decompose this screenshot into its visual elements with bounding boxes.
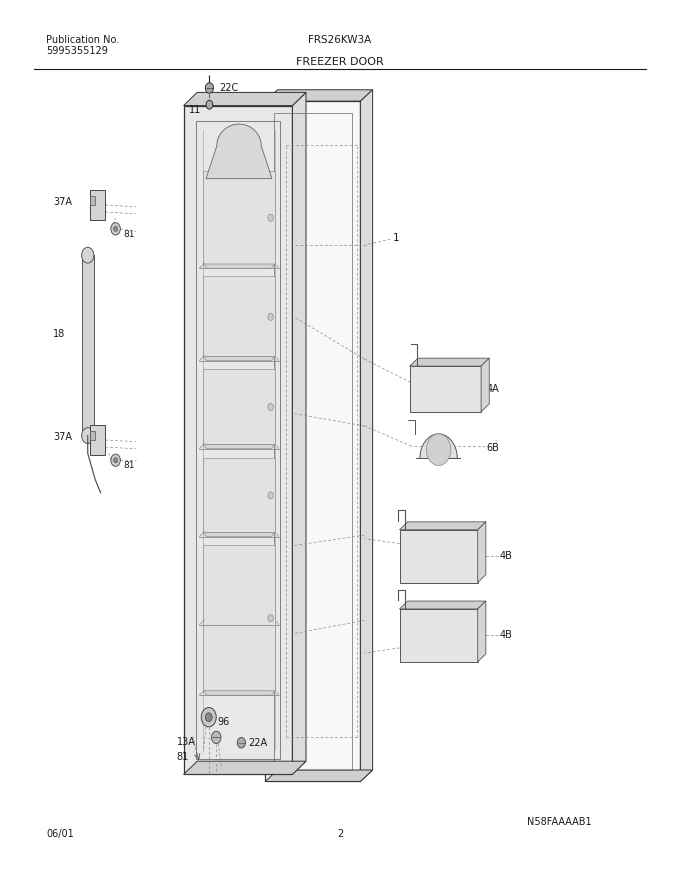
Polygon shape: [203, 264, 275, 268]
Text: 81: 81: [177, 752, 189, 762]
Polygon shape: [203, 444, 275, 449]
Text: 11: 11: [189, 105, 201, 115]
Polygon shape: [360, 90, 373, 781]
Text: 37A: 37A: [53, 432, 72, 443]
Polygon shape: [400, 609, 477, 662]
Polygon shape: [184, 92, 306, 106]
Circle shape: [111, 454, 120, 466]
Polygon shape: [90, 425, 105, 455]
Circle shape: [206, 100, 213, 109]
Polygon shape: [265, 101, 360, 781]
Polygon shape: [203, 369, 275, 444]
Text: 96: 96: [218, 716, 230, 727]
Polygon shape: [477, 522, 486, 583]
Polygon shape: [90, 431, 95, 440]
Text: FRS26KW3A: FRS26KW3A: [308, 35, 372, 45]
Polygon shape: [265, 90, 373, 101]
Circle shape: [268, 492, 273, 499]
Polygon shape: [409, 366, 481, 412]
Polygon shape: [477, 601, 486, 662]
Circle shape: [205, 713, 212, 722]
Text: 1: 1: [393, 232, 400, 243]
Circle shape: [211, 731, 221, 744]
Polygon shape: [82, 255, 94, 436]
Text: 5995355129: 5995355129: [46, 46, 108, 55]
Text: 06/01: 06/01: [46, 829, 74, 839]
Circle shape: [268, 215, 273, 222]
Text: 2: 2: [337, 829, 343, 839]
Polygon shape: [90, 190, 105, 220]
Text: 4B: 4B: [500, 630, 513, 641]
Polygon shape: [203, 532, 275, 537]
Text: 13A: 13A: [177, 737, 196, 747]
Polygon shape: [203, 458, 275, 532]
Text: Publication No.: Publication No.: [46, 35, 120, 45]
Text: 18: 18: [53, 329, 65, 340]
Text: 22A: 22A: [248, 737, 267, 748]
Polygon shape: [265, 770, 373, 781]
Circle shape: [82, 428, 94, 444]
Text: FREEZER DOOR: FREEZER DOOR: [296, 57, 384, 67]
Polygon shape: [184, 106, 292, 774]
Circle shape: [268, 614, 273, 621]
Text: 6B: 6B: [486, 443, 499, 453]
Polygon shape: [203, 545, 275, 691]
Circle shape: [114, 458, 118, 463]
Polygon shape: [400, 530, 477, 583]
Circle shape: [201, 708, 216, 727]
Circle shape: [114, 226, 118, 231]
Text: 4B: 4B: [500, 551, 513, 561]
Polygon shape: [203, 171, 275, 264]
Text: 81: 81: [124, 230, 135, 238]
Text: 22C: 22C: [220, 83, 239, 93]
Polygon shape: [206, 124, 272, 179]
Polygon shape: [481, 358, 490, 412]
Polygon shape: [90, 196, 95, 205]
Polygon shape: [203, 276, 275, 356]
Circle shape: [426, 434, 451, 466]
Text: 4A: 4A: [486, 384, 499, 394]
Circle shape: [111, 223, 120, 235]
Polygon shape: [292, 92, 306, 774]
Circle shape: [237, 737, 245, 748]
Polygon shape: [400, 601, 486, 609]
Polygon shape: [203, 356, 275, 361]
Text: 37A: 37A: [53, 197, 72, 208]
Circle shape: [205, 83, 214, 93]
Text: N58FAAAAB1: N58FAAAAB1: [527, 817, 592, 826]
Circle shape: [268, 403, 273, 410]
Polygon shape: [197, 92, 306, 761]
Circle shape: [82, 247, 94, 263]
Polygon shape: [416, 434, 461, 458]
Polygon shape: [203, 691, 275, 695]
Polygon shape: [184, 761, 306, 774]
Polygon shape: [409, 358, 490, 366]
Polygon shape: [400, 522, 486, 530]
Text: 81: 81: [124, 461, 135, 470]
Circle shape: [268, 313, 273, 320]
